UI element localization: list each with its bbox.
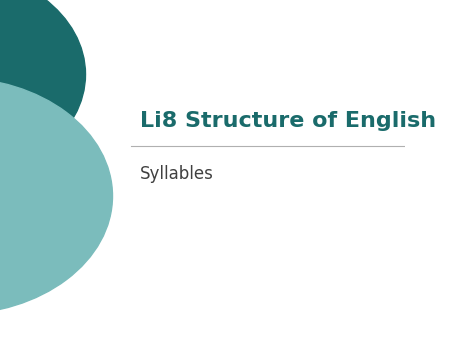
- Text: Li8 Structure of English: Li8 Structure of English: [140, 111, 436, 131]
- Text: Syllables: Syllables: [140, 166, 214, 184]
- Circle shape: [0, 0, 86, 183]
- Circle shape: [0, 78, 112, 314]
